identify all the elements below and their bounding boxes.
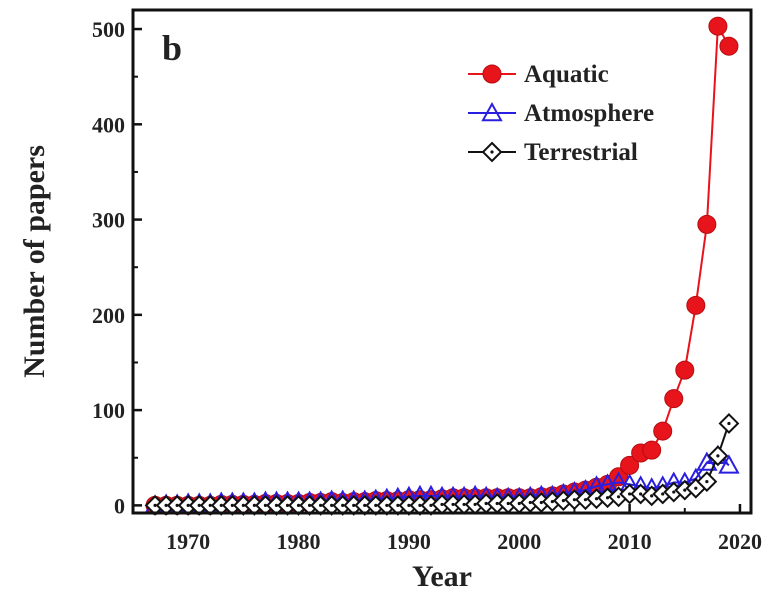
diamond-dot [683,488,687,492]
diamond-dot [495,501,499,506]
data-point-atmosphere [718,454,740,474]
diamond-dot [628,492,632,496]
legend-marker [481,101,503,122]
diamond-dot [694,486,698,490]
diamond-dot [341,503,345,507]
y-tick-label: 100 [92,398,125,423]
diamond-dot [164,503,168,507]
diamond-dot [451,502,455,507]
data-point-aquatic [653,421,673,441]
legend-marker [482,64,502,84]
diamond-dot [616,495,621,499]
diamond-dot [661,492,665,496]
x-tick-label: 1980 [277,529,321,554]
data-point-aquatic [708,16,728,36]
x-tick-label: 1990 [387,529,431,554]
data-point-aquatic [719,36,739,56]
diamond-dot [263,503,268,507]
legend-label: Terrestrial [524,139,638,166]
series-terrestrial [144,413,740,516]
diamond-dot [440,502,444,507]
diamond-dot [484,501,488,506]
diamond-dot [705,479,709,484]
diamond-dot [219,503,223,507]
x-tick-label: 2010 [608,529,652,554]
y-tick-label: 500 [92,17,125,42]
diamond-dot [330,503,334,507]
diamond-dot [462,502,466,507]
legend-item-terrestrial: Terrestrial [468,139,638,166]
data-point-terrestrial [707,445,729,467]
diamond-dot [490,150,494,154]
legend: Aquatic Atmosphere Terrestrial [468,61,654,166]
diamond-dot [407,503,411,507]
data-point-atmosphere [696,451,718,471]
diamond-dot [374,503,378,507]
x-tick-label: 2000 [497,529,541,554]
diamond-dot [716,454,720,458]
legend-label: Atmosphere [524,100,654,127]
y-tick-label: 200 [92,303,125,328]
diamond-dot [285,503,290,507]
data-point-aquatic [675,360,695,380]
diamond-dot [672,490,676,494]
diamond-dot [639,492,643,496]
diamond-dot [230,503,234,507]
y-tick-label: 400 [92,112,125,137]
diamond-dot [352,503,356,507]
panel-label: b [162,28,182,68]
y-tick-label: 0 [114,493,125,518]
data-point-terrestrial [718,413,740,434]
diamond-dot [727,421,731,426]
diamond-dot [572,498,577,502]
x-tick-labels: 1970 1980 1990 2000 2010 2020 [166,529,762,554]
diamond-dot [528,500,532,505]
diamond-dot [319,503,323,507]
diamond-dot [274,503,279,507]
data-point-aquatic [664,389,684,409]
x-tick-label: 1970 [166,529,210,554]
legend-item-aquatic: Aquatic [468,61,609,88]
y-axis-title: Number of papers [18,145,51,378]
legend-label: Aquatic [524,61,609,88]
plot-frame [131,8,753,515]
diamond-dot [241,503,245,507]
diamond-dot [385,503,389,507]
diamond-dot [197,503,201,507]
diamond-dot [296,503,301,507]
data-point-aquatic [642,440,662,460]
data-point-aquatic [697,214,717,234]
diamond-dot [153,503,157,507]
diamond-dot [506,501,510,506]
diamond-dot [396,503,400,507]
diamond-dot [363,503,367,507]
diamond-dot [418,503,422,507]
data-point-aquatic [686,295,706,315]
x-tick-label: 2020 [718,529,762,554]
series-line-aquatic [155,22,730,507]
diamond-dot [252,503,256,507]
series-layer [144,16,740,516]
legend-item-atmosphere: Atmosphere [468,100,654,127]
legend-marker [481,141,503,163]
diamond-dot [186,503,190,507]
y-tick-label: 300 [92,208,125,233]
series-aquatic [145,16,739,515]
y-tick-labels: 0 100 200 300 400 500 [92,17,125,518]
data-point-terrestrial [696,471,718,492]
diamond-dot [175,503,179,507]
diamond-dot [307,503,312,507]
x-axis-title: Year [412,560,472,593]
diamond-dot [650,494,654,498]
diamond-dot [208,503,212,507]
